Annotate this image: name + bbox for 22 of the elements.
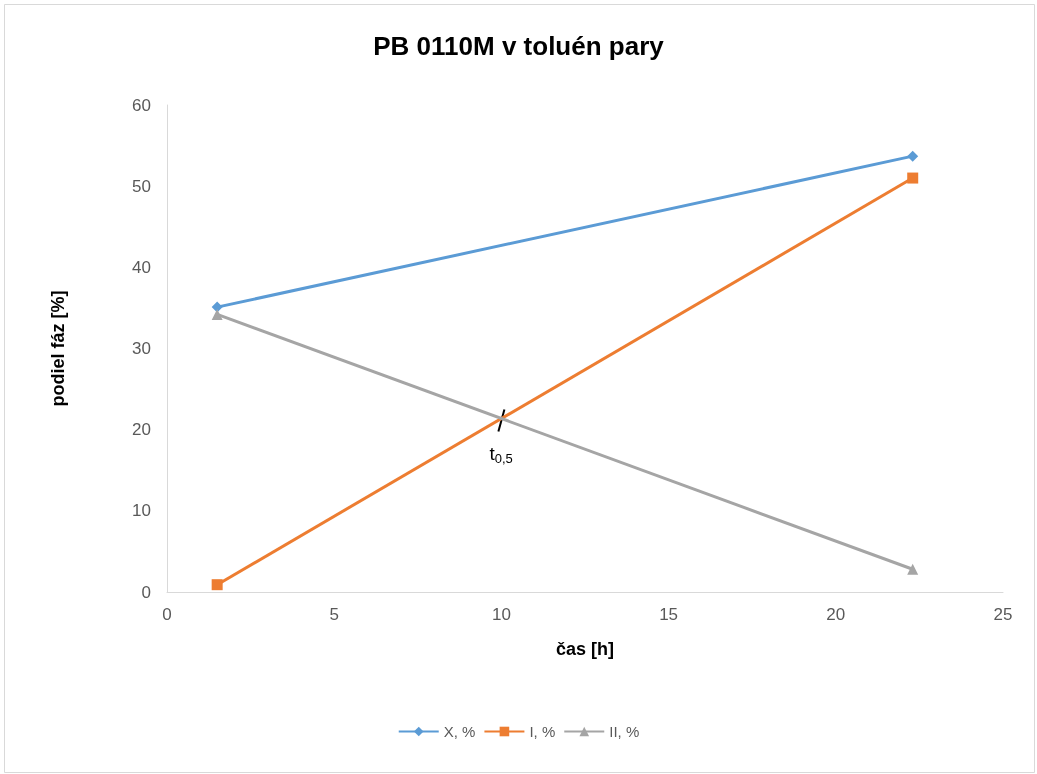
y-axis-title: podiel fáz [%] xyxy=(48,290,68,407)
y-tick-label: 10 xyxy=(132,501,151,521)
y-tick-label: 30 xyxy=(132,339,151,358)
x-tick-label: 20 xyxy=(826,605,846,624)
y-tick-label: 0 xyxy=(141,582,151,602)
point xyxy=(907,172,919,184)
x-tick-label: 5 xyxy=(329,605,339,624)
y-tick-label: 40 xyxy=(132,257,151,277)
x-tick-label: 0 xyxy=(162,605,172,624)
legend-label: II, % xyxy=(609,723,640,740)
point xyxy=(211,579,223,591)
x-tick-label: 10 xyxy=(491,605,511,624)
x-tick-label: 15 xyxy=(659,605,679,624)
y-tick-label: 50 xyxy=(132,176,151,196)
legend-label: I, % xyxy=(529,723,556,740)
chart-title: PB 0110M v toluén pary xyxy=(373,31,665,61)
x-axis-title: čas [h] xyxy=(555,639,615,659)
x-tick-label: 25 xyxy=(993,605,1013,624)
y-tick-label: 60 xyxy=(132,95,151,115)
legend-label: X, % xyxy=(443,723,476,740)
point xyxy=(907,150,919,162)
y-tick-label: 20 xyxy=(132,420,151,440)
